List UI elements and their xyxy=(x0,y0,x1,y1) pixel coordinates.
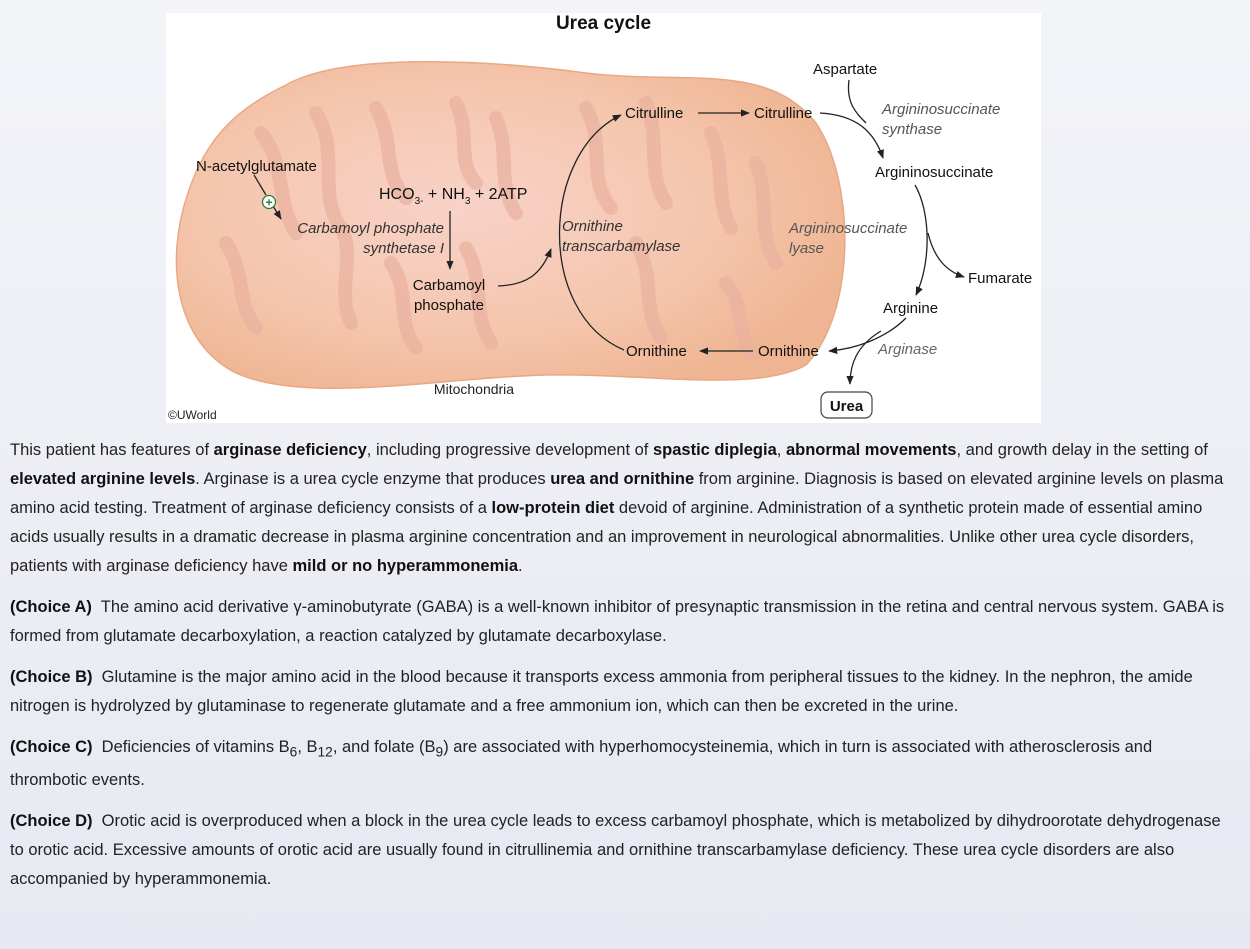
choice-c-label: (Choice C) xyxy=(10,738,93,756)
label-otc-line2: transcarbamylase xyxy=(562,238,680,255)
cristae-folds xyxy=(219,96,783,360)
label-carbamoyl-phosphate-line1: Carbamoyl xyxy=(413,277,486,294)
key-term: arginase deficiency xyxy=(213,441,367,459)
choice-b-explanation: (Choice B) Glutamine is the major amino … xyxy=(10,663,1230,721)
text-segment: , and growth delay in the setting of xyxy=(956,441,1208,459)
text-segment: , xyxy=(776,441,786,459)
label-fumarate: Fumarate xyxy=(968,270,1032,287)
label-ornithine-cyto: Ornithine xyxy=(758,343,819,360)
label-urea: Urea xyxy=(830,398,864,415)
choice-a-explanation: (Choice A) The amino acid derivative γ-a… xyxy=(10,593,1230,651)
label-as-lyase-line2: lyase xyxy=(789,240,824,257)
text-segment: from arginine. Diagnosis is based on ele… xyxy=(10,470,1224,517)
label-cps1-line1: Carbamoyl phosphate xyxy=(297,220,444,237)
label-mitochondria: Mitochondria xyxy=(434,381,514,397)
label-ornithine-mito: Ornithine xyxy=(626,343,687,360)
label-arginine: Arginine xyxy=(883,300,938,317)
choice-d-label: (Choice D) xyxy=(10,812,93,831)
key-term: spastic diplegia xyxy=(652,441,777,459)
activator-plus-icon xyxy=(261,194,277,210)
text-segment: , including progressive development of xyxy=(366,441,653,459)
pathway-arrows xyxy=(253,79,965,385)
choice-b-label: (Choice B) xyxy=(10,668,93,686)
label-as-synthase-line2: synthase xyxy=(882,121,942,138)
key-term: mild or no hyperammonemia xyxy=(292,557,519,575)
text-segment: devoid of arginine. Administration of a … xyxy=(10,499,1203,575)
label-otc-line1: Ornithine xyxy=(562,218,623,235)
figure-title: Urea cycle xyxy=(555,13,652,34)
label-citrulline-cyto: Citrulline xyxy=(754,105,812,122)
choice-a-label: (Choice A) xyxy=(10,598,92,616)
label-as-synthase-line1: Argininosuccinate xyxy=(881,101,1000,118)
label-hco3-nh3-atp: HCO3- + NH3 + 2ATP xyxy=(379,186,527,207)
label-citrulline-mito: Citrulline xyxy=(625,105,683,122)
label-cps1-line2: synthetase I xyxy=(363,240,444,257)
explanation-text: This patient has features of arginase de… xyxy=(10,436,1230,906)
label-arginase: Arginase xyxy=(877,341,937,358)
choice-c-explanation: (Choice C) Deficiencies of vitamins B6, … xyxy=(10,733,1230,795)
urea-cycle-diagram: + N-acetylglutamate HCO3- + NH3 + 2ATP C… xyxy=(168,61,1032,422)
text-segment: This patient has features of xyxy=(10,441,214,459)
explanation-paragraph: This patient has features of arginase de… xyxy=(10,436,1230,581)
label-as-lyase-line1: Argininosuccinate xyxy=(788,220,907,237)
label-aspartate: Aspartate xyxy=(813,61,877,78)
urea-box xyxy=(820,391,873,419)
key-term: low-protein diet xyxy=(491,499,615,517)
activator-plus-sign: + xyxy=(265,196,272,210)
choice-c-text: Deficiencies of vitamins B6, B12, and fo… xyxy=(10,738,1153,790)
choice-d-text: Orotic acid is overproduced when a block… xyxy=(10,812,1221,889)
label-n-acetylglutamate: N-acetylglutamate xyxy=(196,158,317,175)
label-carbamoyl-phosphate-line2: phosphate xyxy=(414,297,484,314)
key-term: elevated arginine levels xyxy=(10,470,196,488)
label-argininosuccinate: Argininosuccinate xyxy=(875,164,993,181)
text-segment: . xyxy=(518,557,523,575)
choice-b-text: Glutamine is the major amino acid in the… xyxy=(10,668,1193,715)
choice-a-text: The amino acid derivative γ-aminobutyrat… xyxy=(10,598,1225,645)
urea-cycle-figure: + N-acetylglutamate HCO3- + NH3 + 2ATP C… xyxy=(166,13,1041,423)
choice-d-explanation: (Choice D) Orotic acid is overproduced w… xyxy=(10,807,1230,894)
key-term: abnormal movements xyxy=(785,441,957,459)
text-segment: . Arginase is a urea cycle enzyme that p… xyxy=(195,470,551,488)
copyright-label: ©UWorld xyxy=(168,408,217,422)
key-term: urea and ornithine xyxy=(550,470,695,488)
